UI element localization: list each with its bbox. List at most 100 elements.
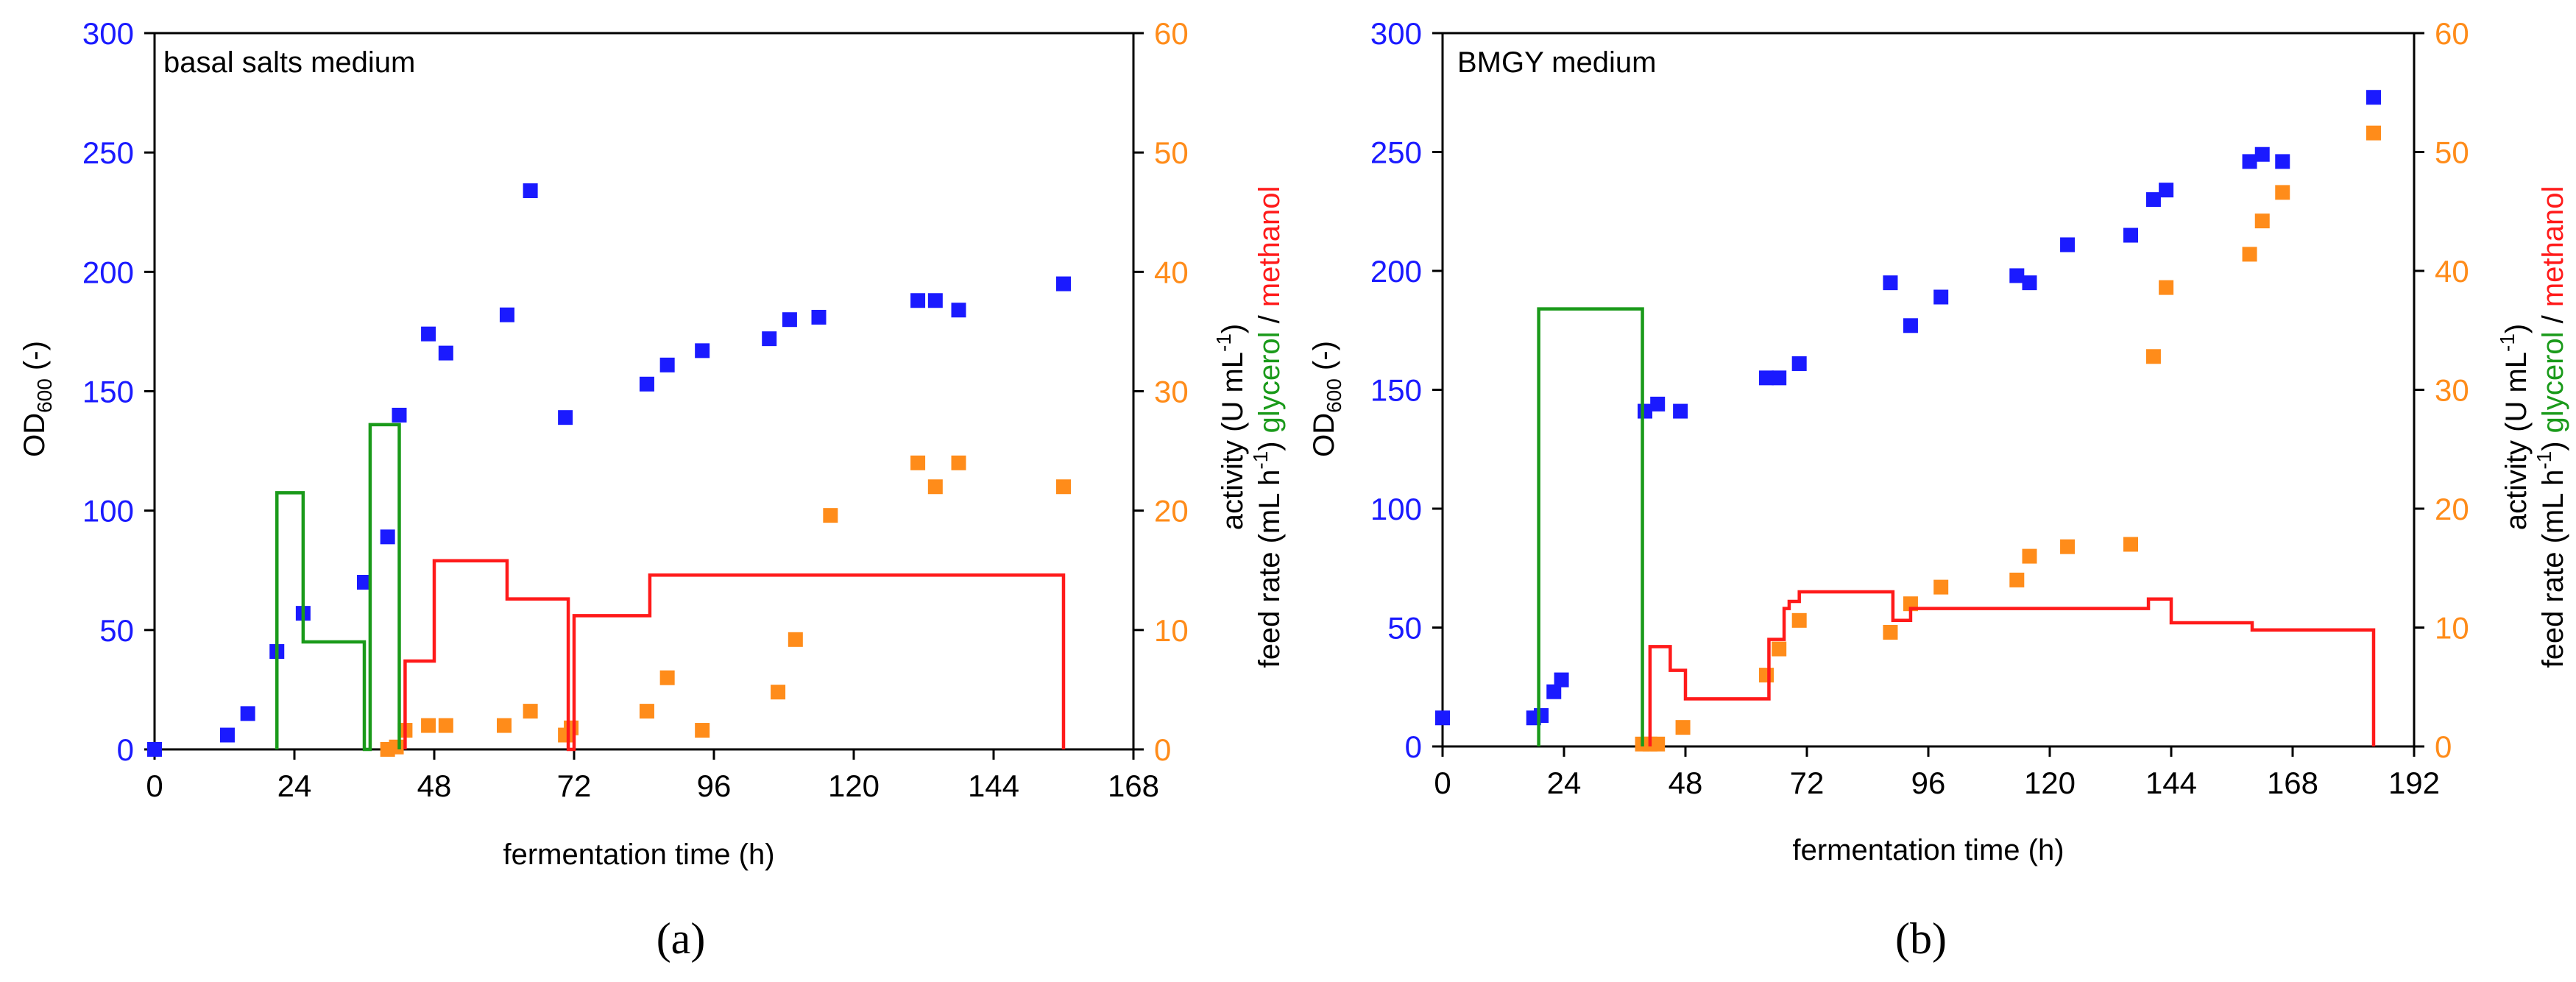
panel-a-glycerol-feed-line xyxy=(275,423,401,752)
panel-b-methanol-feed-line xyxy=(1648,590,2376,746)
panel-b-od-point xyxy=(2123,227,2138,243)
panel-b-od-point xyxy=(2159,183,2174,198)
panel-b-activity-point xyxy=(1772,641,1787,657)
panel-b-od-point xyxy=(2242,154,2257,169)
panel-b-feed-label: feed rate (mL h xyxy=(2537,470,2569,668)
panel-b-activity-point xyxy=(2123,537,2138,552)
panel-a-activity-point xyxy=(523,704,538,719)
panel-b-feed-unit-exp: -1 xyxy=(2533,451,2555,470)
panel-b-od-point xyxy=(2022,275,2037,291)
panel-b-right-tick-label: 20 xyxy=(2435,492,2469,526)
panel-a-od-point xyxy=(1056,276,1071,292)
panel-a-activity-point xyxy=(695,723,710,738)
panel-a-od-point xyxy=(380,529,395,545)
panel-b-activity-label: activity (U mL xyxy=(2500,352,2533,530)
panel-a-od-point xyxy=(357,574,372,590)
panel-a-left-tick-label: 0 xyxy=(117,732,134,767)
panel-b-methanol-label: methanol xyxy=(2537,186,2569,308)
panel-b-od-point xyxy=(2366,90,2381,105)
panel-b-od-point xyxy=(1638,403,1652,419)
panel-b-right-tick-label: 30 xyxy=(2435,373,2469,408)
panel-a-activity-label: activity (U mL xyxy=(1217,352,1249,530)
panel-b-frame xyxy=(1441,32,2416,748)
panel-b-activity-point xyxy=(2254,213,2270,229)
panel-b-od-point xyxy=(2275,154,2290,169)
panel-a-activity-point xyxy=(421,718,436,733)
panel-a-od-point xyxy=(147,742,162,757)
panel-b-od-point xyxy=(1772,370,1787,386)
panel-a-x-tick-label: 48 xyxy=(417,769,452,803)
panel-a-od-point xyxy=(927,293,943,308)
panel-b-od-unit: (-) xyxy=(1308,341,1340,378)
panel-b-glycerol-label: glycerol xyxy=(2537,331,2569,433)
panel-b-plot-area: 0 24 48 72 96 120 144 168 1920501001502002503000… xyxy=(1370,16,2469,800)
panel-a-activity-point xyxy=(910,455,926,470)
panel-a-right-tick-label: 40 xyxy=(1154,255,1189,289)
panel-b-od-point xyxy=(1933,289,1949,305)
panel-a-od-point xyxy=(951,303,966,318)
panel-b-x-tick-label: 192 xyxy=(2388,766,2440,800)
panel-b-right-tick-label: 10 xyxy=(2435,611,2469,646)
panel-a-od-prefix: OD xyxy=(18,413,51,457)
panel-b-x-tick-label: 168 xyxy=(2267,766,2318,800)
panel-a-od-point xyxy=(782,312,797,328)
panel-b-activity-point xyxy=(1650,736,1666,752)
panel-b-od-point xyxy=(1883,275,1898,291)
panel-b-left-axis-label-text: OD600 (-) xyxy=(1308,341,1345,457)
panel-a-right-axis-label-line2: feed rate (mL h-1) glycerol / methanol xyxy=(1249,186,1286,668)
panel-b-od-point xyxy=(1791,356,1807,371)
panel-a-left-axis-label-text: OD600 (-) xyxy=(18,341,56,457)
panel-b-slash: / xyxy=(2537,307,2569,331)
panel-a-right-tick-label: 60 xyxy=(1154,16,1189,51)
panel-b-activity-point xyxy=(1759,668,1774,683)
panel-b-right-tick-label: 40 xyxy=(2435,254,2469,289)
panel-a-activity-point xyxy=(438,718,453,733)
panel-a-od-point xyxy=(240,706,255,721)
panel-b-od-point xyxy=(1903,318,1918,333)
panel-a-activity-point xyxy=(659,670,675,685)
panel-a-od-point xyxy=(523,183,538,199)
panel-a-od-point xyxy=(438,345,453,361)
panel-b-od-point xyxy=(1650,396,1666,411)
panel-a-od-subscript: 600 xyxy=(33,378,56,413)
panel-a-od-point xyxy=(558,410,573,425)
panel-b-od-point xyxy=(2060,237,2076,252)
panel-b-od-point xyxy=(1435,710,1450,726)
panel-a-right-tick-label: 10 xyxy=(1154,613,1189,648)
panel-a-activity-point xyxy=(823,508,838,523)
panel-a-left-tick-label: 50 xyxy=(99,613,134,648)
panel-a-x-tick-label: 120 xyxy=(828,769,880,803)
panel-a-activity-point xyxy=(927,479,943,495)
panel-a-activity-point xyxy=(1056,479,1071,495)
panel-a-od-point xyxy=(639,376,654,392)
panel-a-od-point xyxy=(695,343,710,358)
panel-a-activity-point xyxy=(389,739,404,755)
panel-a-od-unit: (-) xyxy=(18,341,51,378)
panel-b-left-tick-label: 0 xyxy=(1405,730,1422,764)
panel-a-activity-unit-exp: -1 xyxy=(1212,333,1235,352)
panel-a-x-tick-label: 96 xyxy=(697,769,732,803)
panel-b-od-point xyxy=(2145,192,2161,208)
panel-b-od-point xyxy=(1534,708,1549,724)
panel-b-od-point xyxy=(2254,146,2270,162)
panel-b-label: (b) xyxy=(1895,914,1947,963)
panel-b-activity-point xyxy=(2242,247,2257,262)
panel-b-left-axis-label: OD600 (-) xyxy=(1308,341,1345,457)
panel-a-x-axis-label: fermentation time (h) xyxy=(503,838,774,871)
panel-b-od-prefix: OD xyxy=(1308,413,1340,457)
panel-a-od-point xyxy=(219,727,235,743)
panel-a: 0 24 48 72 96 120 144 1680501001502002503000102… xyxy=(18,16,1286,963)
panel-b-left-tick-label: 150 xyxy=(1370,373,1422,408)
panel-a-right-tick-label: 30 xyxy=(1154,375,1189,409)
panel-a-od-point xyxy=(392,407,407,423)
panel-a-activity-point xyxy=(788,632,803,647)
panel-b-title: BMGY medium xyxy=(1457,46,1656,79)
panel-b-od-point xyxy=(1546,684,1562,699)
panel-b-activity-close: ) xyxy=(2500,324,2533,333)
panel-a-right-tick-label: 20 xyxy=(1154,494,1189,529)
panel-b-activity-unit-exp: -1 xyxy=(2496,333,2519,352)
panel-b-x-axis-label: fermentation time (h) xyxy=(1792,834,2064,866)
panel-b-x-tick-label: 72 xyxy=(1790,766,1825,800)
panel-b-activity-point xyxy=(2366,125,2381,141)
panel-a-feed-unit-exp: -1 xyxy=(1249,451,1272,470)
